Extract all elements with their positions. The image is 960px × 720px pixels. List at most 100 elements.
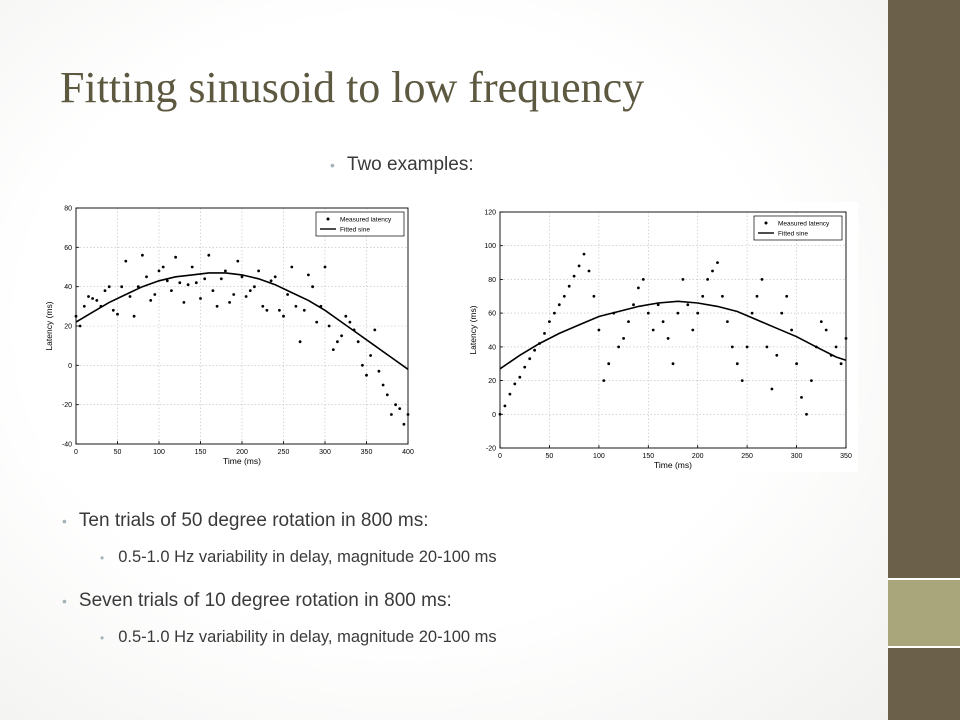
measured-latency-point <box>336 340 339 344</box>
measured-latency-point <box>253 285 256 289</box>
measured-latency-point <box>240 275 244 279</box>
measured-latency-point <box>282 314 285 318</box>
measured-latency-point <box>165 279 169 283</box>
y-tick-label: 60 <box>64 245 72 252</box>
sub-bullet-1: • 0.5-1.0 Hz variability in delay, magni… <box>100 548 497 567</box>
chart-2: 0 50 100 150 200 250 300 350 -20 0 20 40 60 80 100 120 T… <box>458 202 858 472</box>
measured-latency-point <box>632 303 635 307</box>
y-axis-label: Latency (ms) <box>44 301 54 350</box>
x-tick-label: 300 <box>319 449 331 456</box>
measured-latency-point <box>562 294 566 298</box>
bullet-text: Ten trials of 50 degree rotation in 800 … <box>78 510 429 531</box>
chart-2-svg: 0 50 100 150 200 250 300 350-20020406080100120T… <box>468 210 852 471</box>
measured-latency-point <box>805 412 808 416</box>
measured-latency-point <box>257 269 260 273</box>
measured-latency-point <box>294 304 298 308</box>
bullet-dot-icon: • <box>100 551 105 565</box>
measured-latency-point <box>369 354 372 357</box>
measured-latency-point <box>582 252 586 256</box>
measured-latency-point <box>248 289 252 292</box>
measured-latency-point <box>795 362 798 366</box>
measured-latency-point <box>203 277 207 281</box>
measured-latency-point <box>528 357 532 361</box>
measured-latency-point <box>377 369 381 373</box>
measured-latency-point <box>103 289 107 292</box>
measured-latency-point <box>627 320 630 323</box>
measured-latency-point <box>385 393 389 397</box>
measured-latency-point <box>543 332 546 335</box>
measured-latency-point <box>533 348 536 352</box>
measured-latency-point <box>390 413 393 416</box>
sidebar-bottom-block <box>888 648 960 720</box>
measured-latency-point <box>236 259 240 263</box>
measured-latency-point <box>706 278 709 281</box>
sub-bullet-2: • 0.5-1.0 Hz variability in delay, magni… <box>100 628 497 647</box>
measured-latency-point <box>327 324 331 328</box>
measured-latency-point <box>646 311 650 315</box>
sub-bullet-text: 0.5-1.0 Hz variability in delay, magnitu… <box>118 548 497 566</box>
measured-latency-point <box>157 269 161 273</box>
slide-title: Fitting sinusoid to low frequency <box>60 63 645 112</box>
legend-dot-swatch <box>764 221 768 225</box>
measured-latency-point <box>587 269 591 273</box>
measured-latency-point <box>740 379 744 382</box>
measured-latency-point <box>602 379 606 382</box>
measured-latency-point <box>356 340 360 344</box>
y-tick-label: 100 <box>484 243 496 250</box>
x-tick-label: 400 <box>402 449 414 456</box>
measured-latency-point <box>311 285 314 289</box>
measured-latency-point <box>182 301 186 304</box>
measured-latency-point <box>750 311 754 315</box>
measured-latency-point <box>302 308 306 312</box>
measured-latency-point <box>730 345 734 349</box>
y-tick-label: 60 <box>488 311 496 318</box>
measured-latency-point <box>701 294 705 298</box>
measured-latency-point <box>361 363 364 367</box>
measured-latency-point <box>95 299 99 302</box>
measured-latency-point <box>74 314 78 318</box>
measured-latency-point <box>557 303 561 307</box>
measured-latency-point <box>91 297 94 300</box>
y-tick-label: -20 <box>62 402 72 409</box>
x-tick-label: 50 <box>546 453 554 460</box>
measured-latency-point <box>592 294 596 298</box>
sidebar-decoration <box>888 0 960 578</box>
measured-latency-point <box>755 294 759 298</box>
fitted-sine-line <box>75 272 409 370</box>
measured-latency-point <box>323 265 327 269</box>
measured-latency-point <box>394 403 397 407</box>
measured-latency-point <box>132 314 136 318</box>
measured-latency-point <box>228 301 232 304</box>
legend-box <box>753 215 843 241</box>
measured-latency-point <box>315 320 319 324</box>
sidebar-separator <box>888 578 960 580</box>
bullet-1: • Ten trials of 50 degree rotation in 80… <box>62 510 429 532</box>
measured-latency-point <box>770 387 774 391</box>
y-tick-label: 80 <box>488 277 496 284</box>
bullet-dot-icon: • <box>330 157 335 173</box>
measured-latency-point <box>567 284 571 288</box>
measured-latency-point <box>111 308 115 312</box>
plot-area <box>500 212 846 448</box>
measured-latency-point <box>577 264 581 268</box>
measured-latency-point <box>819 320 823 323</box>
measured-latency-point <box>651 328 655 332</box>
measured-latency-point <box>597 328 601 332</box>
x-axis-label: Time (ms) <box>223 456 261 466</box>
measured-latency-point <box>348 320 352 324</box>
measured-latency-point <box>161 265 165 269</box>
measured-latency-point <box>721 294 724 298</box>
measured-latency-point <box>199 297 202 300</box>
measured-latency-point <box>261 304 265 308</box>
x-tick-label: 100 <box>593 453 605 460</box>
measured-latency-point <box>398 407 402 410</box>
measured-latency-point <box>696 311 700 315</box>
measured-latency-point <box>790 328 793 332</box>
measured-latency-point <box>219 277 223 281</box>
sidebar-accent-block <box>888 580 960 646</box>
y-tick-label: 0 <box>492 412 496 419</box>
measured-latency-point <box>839 362 843 366</box>
measured-latency-point <box>381 383 385 387</box>
measured-latency-point <box>298 340 302 344</box>
sidebar-separator <box>888 646 960 648</box>
